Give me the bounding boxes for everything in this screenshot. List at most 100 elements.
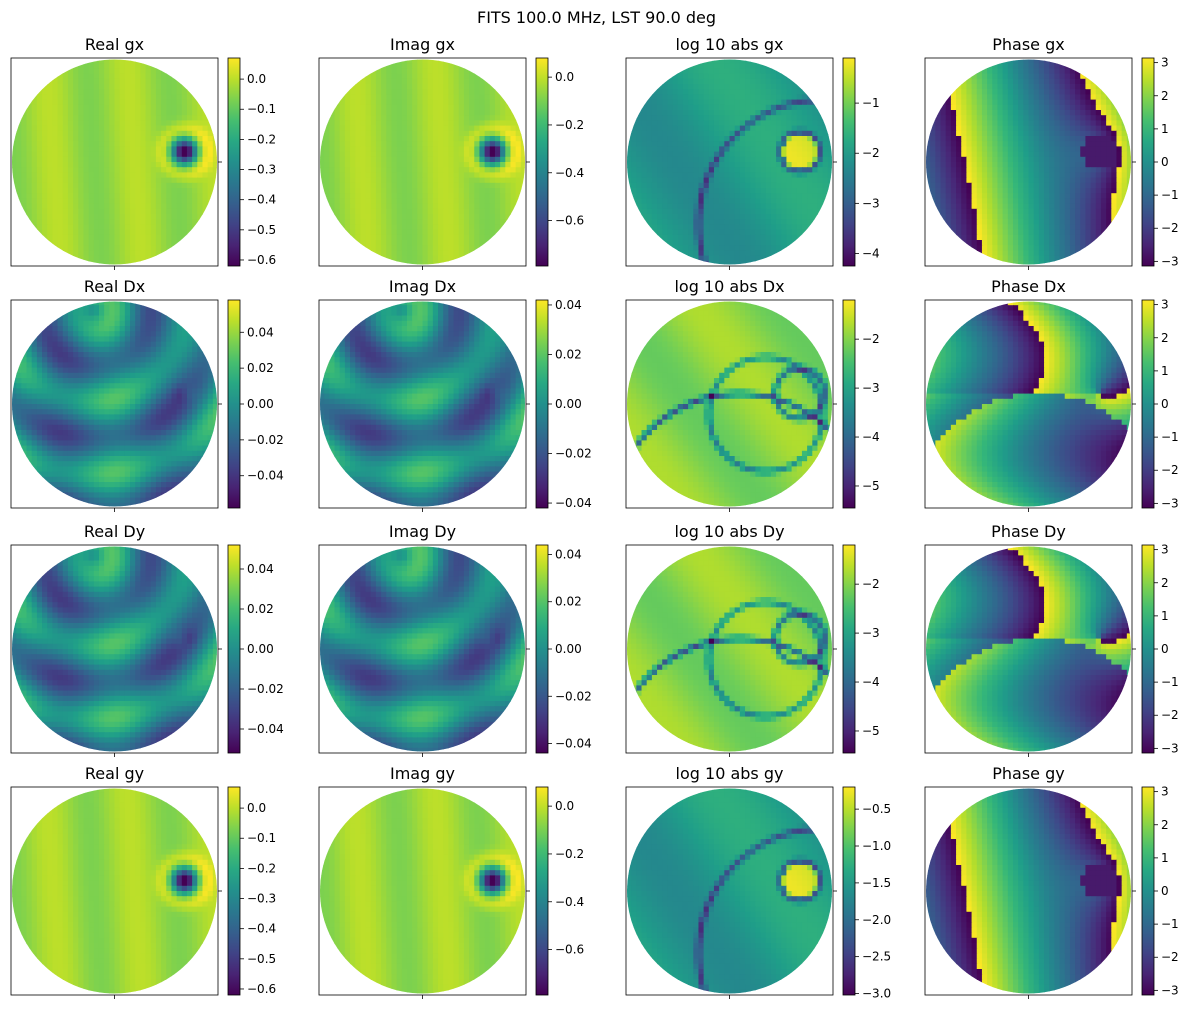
heatmap-cell [104, 68, 110, 75]
heatmap-cell [781, 146, 788, 153]
heatmap-cell [375, 214, 382, 220]
heatmap-cell [57, 193, 64, 199]
heatmap-cell [176, 78, 183, 85]
heatmap-cell [207, 125, 214, 132]
heatmap-cell [693, 84, 700, 90]
heatmap-cell [386, 156, 393, 163]
heatmap-cell [140, 255, 147, 262]
heatmap-cell [401, 172, 408, 179]
heatmap-cell [1012, 182, 1019, 189]
heatmap-cell [677, 182, 684, 189]
heatmap-cell [713, 162, 720, 168]
heatmap-cell [776, 115, 782, 121]
heatmap-cell [677, 172, 684, 179]
heatmap-cell [479, 208, 486, 215]
heatmap-cell [145, 110, 152, 116]
heatmap-cell [21, 208, 28, 215]
heatmap-cell [381, 151, 387, 158]
heatmap-cell [662, 141, 668, 147]
heatmap-cell [1049, 94, 1055, 101]
heatmap-cell [391, 130, 398, 137]
heatmap-cell [155, 193, 162, 199]
heatmap-cell [971, 167, 978, 173]
heatmap-cell [417, 172, 424, 179]
heatmap-cell [166, 245, 173, 251]
heatmap-cell [406, 234, 413, 241]
heatmap-cell [381, 229, 387, 236]
heatmap-cell [981, 115, 988, 121]
heatmap-cell [448, 99, 455, 106]
heatmap-cell [1033, 141, 1040, 147]
heatmap-cell [760, 136, 767, 142]
heatmap-cell [776, 151, 782, 158]
heatmap-cell [104, 99, 110, 106]
heatmap-cell [693, 78, 700, 85]
heatmap-cell [83, 78, 90, 85]
colorbar-tick-label: −2 [862, 146, 880, 160]
heatmap-cell [396, 229, 403, 236]
heatmap-cell [1044, 203, 1050, 210]
heatmap-cell [631, 167, 637, 173]
heatmap-cell [693, 73, 700, 80]
heatmap-cell [776, 156, 782, 163]
heatmap-cell [145, 130, 152, 137]
heatmap-cell [443, 193, 449, 199]
heatmap-cell [750, 198, 756, 205]
heatmap-cell [494, 94, 501, 101]
heatmap-cell [453, 229, 460, 236]
heatmap-cell [484, 141, 491, 147]
heatmap-cell [765, 151, 772, 158]
heatmap-cell [417, 104, 424, 111]
heatmap-cell [646, 120, 653, 127]
heatmap-cell [88, 141, 95, 147]
heatmap-cell [386, 177, 393, 184]
heatmap-cell [448, 136, 455, 142]
heatmap-cell [1028, 198, 1035, 205]
heatmap-cell [207, 198, 214, 205]
heatmap-cell [150, 89, 157, 95]
heatmap-cell [1059, 120, 1066, 127]
heatmap-cell [781, 120, 788, 127]
heatmap-cell [370, 172, 377, 179]
heatmap-cell [796, 167, 803, 173]
heatmap-cell [1044, 198, 1050, 205]
heatmap-cell [83, 125, 90, 132]
heatmap-cell [770, 136, 777, 142]
heatmap-cell [667, 94, 674, 101]
heatmap-cell [646, 219, 653, 225]
heatmap-cell [997, 208, 1004, 215]
heatmap-cell [176, 110, 183, 116]
heatmap-cell [401, 78, 408, 85]
heatmap-cell [713, 151, 720, 158]
heatmap-cell [827, 162, 832, 168]
heatmap-cell [93, 68, 100, 75]
heatmap-cell [166, 193, 173, 199]
heatmap-cell [987, 193, 993, 199]
heatmap-cell [98, 84, 105, 90]
heatmap-cell [469, 130, 475, 137]
heatmap-cell [176, 162, 183, 168]
heatmap-cell [427, 229, 434, 236]
heatmap-cell [438, 208, 444, 215]
heatmap-cell [344, 104, 351, 111]
heatmap-cell [391, 240, 398, 246]
heatmap-cell [734, 188, 741, 194]
heatmap-cell [161, 172, 167, 179]
heatmap-cell [448, 245, 455, 251]
heatmap-cell [370, 84, 377, 90]
heatmap-cell [781, 125, 788, 132]
heatmap-cell [484, 182, 491, 189]
heatmap-cell [31, 146, 38, 153]
heatmap-cell [987, 162, 993, 168]
heatmap-cell [1121, 182, 1128, 189]
heatmap-cell [432, 78, 439, 85]
heatmap-cell [703, 94, 710, 101]
heatmap-cell [370, 162, 377, 168]
heatmap-cell [109, 250, 116, 257]
heatmap-cell [458, 208, 465, 215]
heatmap-cell [406, 110, 413, 116]
heatmap-cell [688, 141, 694, 147]
heatmap-cell [961, 115, 967, 121]
heatmap-cell [52, 203, 59, 210]
heatmap-cell [651, 130, 658, 137]
